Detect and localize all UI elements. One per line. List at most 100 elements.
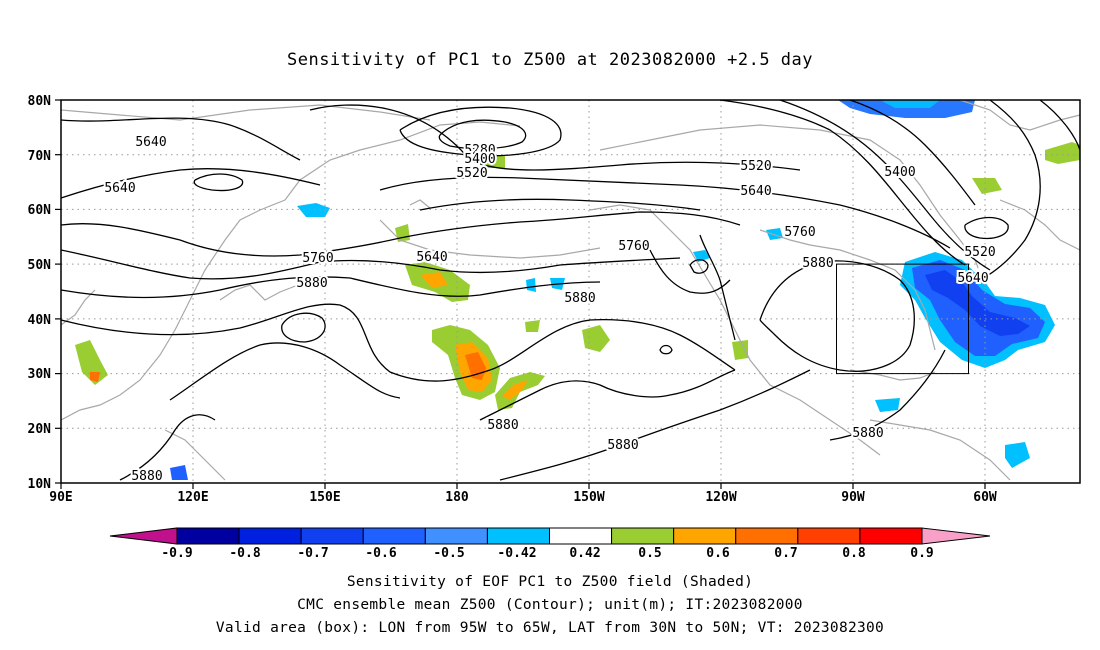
- latitude-labels: 80N 70N 60N 50N 40N 30N 20N 10N: [28, 94, 52, 492]
- caption-line-1: Sensitivity of EOF PC1 to Z500 field (Sh…: [346, 574, 754, 590]
- contour-label: 5520: [456, 166, 487, 181]
- contour-label: 5880: [487, 418, 518, 433]
- z500-contours: [60, 99, 1081, 481]
- colorbar-box: [486, 527, 550, 545]
- colorbar-label: 0.8: [842, 546, 866, 561]
- colorbar-label: 0.5: [638, 546, 661, 561]
- lat-label: 50N: [28, 258, 52, 273]
- negative-area-caribbean: [1005, 442, 1030, 468]
- contour-label: 5880: [564, 291, 595, 306]
- lon-label: 150W: [573, 490, 604, 505]
- colorbar-boxes: [176, 527, 923, 545]
- colorbar-box: [176, 527, 240, 545]
- plot-frame: [60, 99, 1081, 484]
- colorbar-box: [611, 527, 675, 545]
- contour-label: 5760: [302, 251, 333, 266]
- positive-area-pacific-east-2: [525, 320, 540, 332]
- negative-area-north-atlantic-top-inner: [880, 100, 940, 108]
- contour-label: 5640: [416, 250, 447, 265]
- lon-label: 180: [445, 490, 469, 505]
- lat-label: 60N: [28, 203, 52, 218]
- contour-labels: 5640 5640 5280 5400 5520 5520 5640 5400 …: [102, 133, 997, 486]
- lon-label: 120E: [177, 490, 208, 505]
- sensitivity-map: 5640 5640 5280 5400 5520 5520 5640 5400 …: [28, 94, 1081, 561]
- graticule: [61, 100, 1080, 483]
- coastlines: [60, 99, 1081, 481]
- lat-label: 20N: [28, 422, 52, 437]
- contour-label: 5880: [802, 256, 833, 271]
- negative-area-north-atlantic-top: [838, 100, 975, 118]
- negative-area-west-pacific: [297, 203, 330, 217]
- map-title: Sensitivity of PC1 to Z500 at 2023082000…: [286, 50, 813, 70]
- positive-area-central-pacific-arc-core: [502, 380, 528, 400]
- contour-label: 5880: [131, 469, 162, 484]
- lon-label: 150E: [309, 490, 340, 505]
- tick-marks: [55, 99, 986, 489]
- colorbar-low-end: [109, 527, 178, 545]
- positive-area-siberia: [480, 155, 505, 168]
- positive-area-north-pacific-small: [395, 224, 410, 242]
- negative-area-gulf: [766, 228, 783, 240]
- contour-label: 5880: [852, 426, 883, 441]
- caption-line-2: CMC ensemble mean Z500 (Contour); unit(m…: [297, 597, 803, 613]
- lat-label: 80N: [28, 94, 52, 109]
- lon-label: 60W: [973, 490, 997, 505]
- colorbar-label: -0.42: [497, 546, 536, 561]
- colorbar-box: [797, 527, 861, 545]
- colorbar-label: 0.6: [706, 546, 730, 561]
- contour-label: 5640: [740, 184, 771, 199]
- lat-label: 30N: [28, 367, 52, 382]
- colorbar-box: [673, 527, 737, 545]
- contour-label: 5640: [135, 135, 166, 150]
- lat-label: 40N: [28, 313, 52, 328]
- valid-area-box: [836, 263, 969, 375]
- colorbar-label: 0.42: [569, 546, 600, 561]
- colorbar-box: [238, 527, 302, 545]
- colorbar-label: -0.7: [297, 546, 328, 561]
- positive-area-greenland: [972, 178, 1002, 194]
- contour-label: 5640: [957, 271, 988, 286]
- colorbar-box: [859, 527, 923, 545]
- caption-line-3: Valid area (box): LON from 95W to 65W, L…: [215, 620, 885, 636]
- positive-area-mexico: [732, 340, 748, 360]
- colorbar-box: [362, 527, 426, 545]
- colorbar-label: 0.9: [910, 546, 933, 561]
- contour-label: 5400: [884, 165, 915, 180]
- contour-label: 5880: [607, 438, 638, 453]
- negative-area-caribbean-2: [875, 398, 900, 412]
- contour-label: 5760: [784, 225, 815, 240]
- shaded-sensitivity: [75, 100, 1080, 480]
- colorbar-high-end: [921, 527, 991, 545]
- positive-area-india-core: [90, 372, 100, 382]
- colorbar-label: -0.9: [161, 546, 192, 561]
- positive-area-north-atlantic: [1045, 142, 1080, 164]
- colorbar-tick-labels: -0.9 -0.8 -0.7 -0.6 -0.5 -0.42 0.42 0.5 …: [161, 546, 933, 561]
- lat-label: 70N: [28, 149, 52, 164]
- colorbar-box: [549, 527, 613, 545]
- lon-label: 90E: [49, 490, 72, 505]
- colorbar-box: [300, 527, 364, 545]
- contour-label: 5520: [740, 159, 771, 174]
- lon-label: 120W: [705, 490, 736, 505]
- lat-label: 10N: [28, 477, 52, 492]
- contour-label: 5400: [464, 152, 495, 167]
- longitude-labels: 90E 120E 150E 180 150W 120W 90W 60W: [49, 490, 997, 505]
- contour-label: 5640: [104, 181, 135, 196]
- negative-area-bc: [693, 250, 710, 262]
- colorbar-box: [735, 527, 799, 545]
- colorbar-label: -0.8: [229, 546, 260, 561]
- negative-area-small-pacific: [526, 278, 536, 292]
- positive-area-aleutian-core: [420, 272, 448, 288]
- negative-area-south-china: [170, 465, 188, 480]
- contour-label: 5520: [964, 245, 995, 260]
- contour-label: 5280: [464, 143, 495, 158]
- colorbar-label: -0.6: [365, 546, 396, 561]
- colorbar: -0.9 -0.8 -0.7 -0.6 -0.5 -0.42 0.42 0.5 …: [109, 527, 991, 561]
- contour-label: 5880: [296, 276, 327, 291]
- colorbar-box: [424, 527, 488, 545]
- lon-label: 90W: [841, 490, 865, 505]
- contour-label: 5760: [618, 239, 649, 254]
- colorbar-label: -0.5: [433, 546, 464, 561]
- negative-area-east-coast-core: [925, 270, 1030, 336]
- colorbar-label: 0.7: [774, 546, 797, 561]
